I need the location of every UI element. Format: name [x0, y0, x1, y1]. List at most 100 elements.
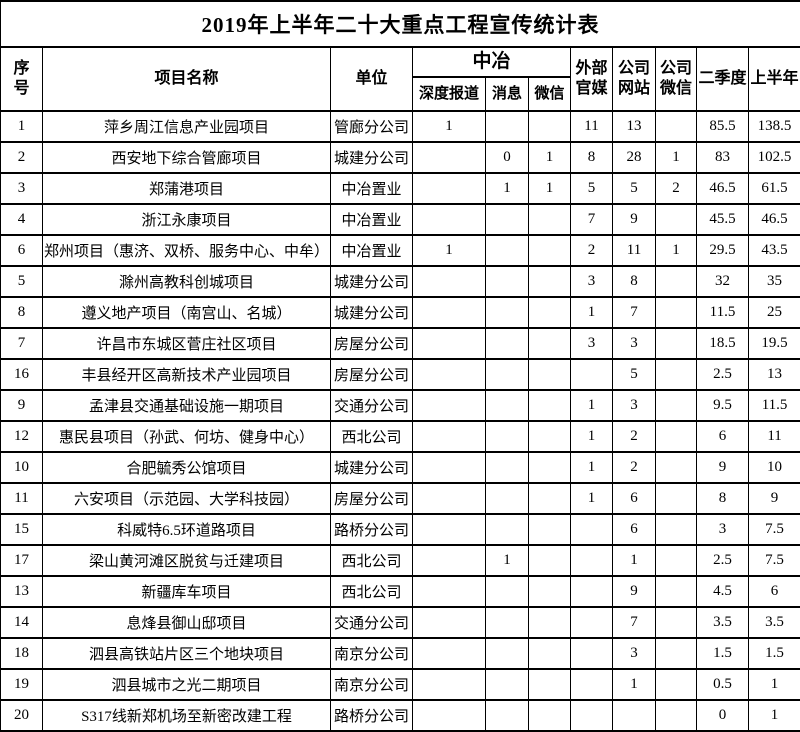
- cell-company-site: 5: [613, 173, 656, 204]
- cell-company-site: 3: [613, 328, 656, 359]
- cell-wechat: [529, 638, 571, 669]
- cell-wechat: [529, 545, 571, 576]
- cell-first-half: 13: [749, 359, 800, 390]
- cell-q2: 18.5: [697, 328, 749, 359]
- cell-project-name: 新疆库车项目: [43, 576, 331, 607]
- cell-first-half: 25: [749, 297, 800, 328]
- cell-external-media: 1: [571, 483, 613, 514]
- cell-seq: 10: [1, 452, 43, 483]
- cell-news: 1: [486, 173, 529, 204]
- cell-q2: 3: [697, 514, 749, 545]
- cell-company-site: 28: [613, 142, 656, 173]
- cell-project-name: 泗县高铁站片区三个地块项目: [43, 638, 331, 669]
- cell-seq: 16: [1, 359, 43, 390]
- cell-q2: 8: [697, 483, 749, 514]
- column-header-news: 消息: [486, 77, 529, 111]
- cell-depth-report: [413, 700, 486, 731]
- cell-seq: 19: [1, 669, 43, 700]
- cell-project-name: 丰县经开区高新技术产业园项目: [43, 359, 331, 390]
- cell-wechat: [529, 359, 571, 390]
- cell-seq: 7: [1, 328, 43, 359]
- cell-external-media: 1: [571, 452, 613, 483]
- cell-company-wechat: [656, 421, 697, 452]
- cell-depth-report: [413, 297, 486, 328]
- cell-depth-report: [413, 328, 486, 359]
- cell-q2: 0.5: [697, 669, 749, 700]
- cell-wechat: [529, 514, 571, 545]
- cell-depth-report: [413, 607, 486, 638]
- cell-first-half: 46.5: [749, 204, 800, 235]
- column-header-seq: 序号: [1, 47, 43, 111]
- cell-company-site: 1: [613, 669, 656, 700]
- cell-company-site: 9: [613, 204, 656, 235]
- cell-external-media: 1: [571, 390, 613, 421]
- cell-depth-report: [413, 173, 486, 204]
- cell-company-wechat: [656, 452, 697, 483]
- cell-depth-report: [413, 390, 486, 421]
- column-header-company-site: 公司网站: [613, 47, 656, 111]
- cell-first-half: 3.5: [749, 607, 800, 638]
- cell-company-wechat: [656, 576, 697, 607]
- cell-external-media: [571, 576, 613, 607]
- cell-unit: 城建分公司: [331, 297, 413, 328]
- cell-depth-report: [413, 638, 486, 669]
- cell-first-half: 35: [749, 266, 800, 297]
- cell-first-half: 10: [749, 452, 800, 483]
- cell-unit: 交通分公司: [331, 607, 413, 638]
- cell-first-half: 6: [749, 576, 800, 607]
- cell-external-media: 8: [571, 142, 613, 173]
- cell-q2: 4.5: [697, 576, 749, 607]
- cell-first-half: 7.5: [749, 545, 800, 576]
- cell-seq: 17: [1, 545, 43, 576]
- cell-q2: 9: [697, 452, 749, 483]
- cell-unit: 路桥分公司: [331, 700, 413, 731]
- column-header-unit: 单位: [331, 47, 413, 111]
- cell-news: [486, 235, 529, 266]
- cell-first-half: 1: [749, 669, 800, 700]
- cell-company-site: 13: [613, 111, 656, 142]
- cell-news: [486, 204, 529, 235]
- cell-q2: 29.5: [697, 235, 749, 266]
- cell-first-half: 1.5: [749, 638, 800, 669]
- cell-depth-report: [413, 576, 486, 607]
- cell-project-name: 滁州高教科创城项目: [43, 266, 331, 297]
- cell-company-wechat: 1: [656, 142, 697, 173]
- cell-first-half: 61.5: [749, 173, 800, 204]
- cell-unit: 城建分公司: [331, 452, 413, 483]
- cell-news: [486, 638, 529, 669]
- cell-company-site: 2: [613, 452, 656, 483]
- cell-seq: 20: [1, 700, 43, 731]
- cell-news: [486, 452, 529, 483]
- cell-project-name: S317线新郑机场至新密改建工程: [43, 700, 331, 731]
- cell-seq: 8: [1, 297, 43, 328]
- cell-news: [486, 297, 529, 328]
- cell-q2: 32: [697, 266, 749, 297]
- cell-news: [486, 514, 529, 545]
- cell-company-wechat: [656, 700, 697, 731]
- cell-unit: 南京分公司: [331, 638, 413, 669]
- cell-depth-report: [413, 359, 486, 390]
- cell-seq: 5: [1, 266, 43, 297]
- cell-project-name: 郑蒲港项目: [43, 173, 331, 204]
- title-row: 2019年上半年二十大重点工程宣传统计表: [1, 1, 800, 47]
- cell-company-site: 5: [613, 359, 656, 390]
- column-header-depth-report: 深度报道: [413, 77, 486, 111]
- cell-external-media: 5: [571, 173, 613, 204]
- cell-external-media: 2: [571, 235, 613, 266]
- cell-project-name: 六安项目（示范园、大学科技园）: [43, 483, 331, 514]
- cell-company-site: 11: [613, 235, 656, 266]
- cell-company-site: [613, 700, 656, 731]
- cell-company-wechat: [656, 514, 697, 545]
- cell-company-wechat: [656, 297, 697, 328]
- page-title: 2019年上半年二十大重点工程宣传统计表: [1, 1, 800, 47]
- cell-q2: 2.5: [697, 545, 749, 576]
- cell-external-media: [571, 700, 613, 731]
- cell-company-wechat: [656, 638, 697, 669]
- cell-seq: 3: [1, 173, 43, 204]
